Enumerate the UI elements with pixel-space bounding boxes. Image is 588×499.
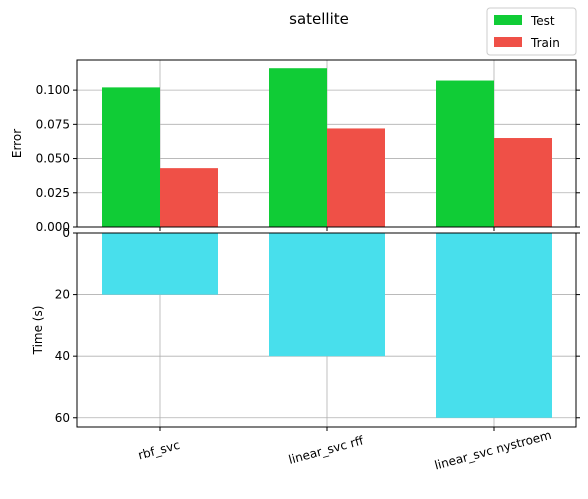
error-ytick-label: 0.025 xyxy=(36,186,70,200)
legend-label-test: Test xyxy=(530,14,555,28)
xtick-label: rbf_svc xyxy=(137,438,182,463)
time-ylabel: Time (s) xyxy=(31,306,45,356)
bar-test-1 xyxy=(269,68,327,228)
error-ylabel: Error xyxy=(10,129,24,158)
bar-time-0 xyxy=(102,233,218,295)
bar-test-2 xyxy=(436,80,494,228)
legend: Test Train xyxy=(486,7,577,56)
time-axes: 0 20 40 60 rbf_svc linear_svc rff linear_svc n… xyxy=(31,226,580,472)
chart-title: satellite xyxy=(289,10,349,28)
time-ytick-label: 40 xyxy=(55,349,70,363)
legend-swatch-train xyxy=(494,37,522,47)
bar-train-0 xyxy=(160,168,218,227)
bar-time-1 xyxy=(269,233,385,357)
bar-train-2 xyxy=(494,138,552,227)
xtick-label: linear_svc rff xyxy=(287,433,366,467)
bar-time-2 xyxy=(436,233,552,418)
error-ytick-label: 0.100 xyxy=(36,83,70,97)
bar-test-0 xyxy=(102,87,160,228)
time-ytick-label: 20 xyxy=(55,288,70,302)
error-ytick-label: 0.000 xyxy=(36,220,70,234)
bar-train-1 xyxy=(327,128,385,227)
legend-swatch-test xyxy=(494,15,522,25)
legend-label-train: Train xyxy=(530,36,560,50)
xtick-label: linear_svc nystroem xyxy=(433,428,553,473)
error-axes: 0.000 0.025 0.050 0.075 0.100 Error xyxy=(10,59,580,234)
time-ytick-label: 0 xyxy=(62,226,70,240)
error-ytick-label: 0.050 xyxy=(36,152,70,166)
time-ytick-label: 60 xyxy=(55,411,70,425)
error-ytick-label: 0.075 xyxy=(36,117,70,131)
